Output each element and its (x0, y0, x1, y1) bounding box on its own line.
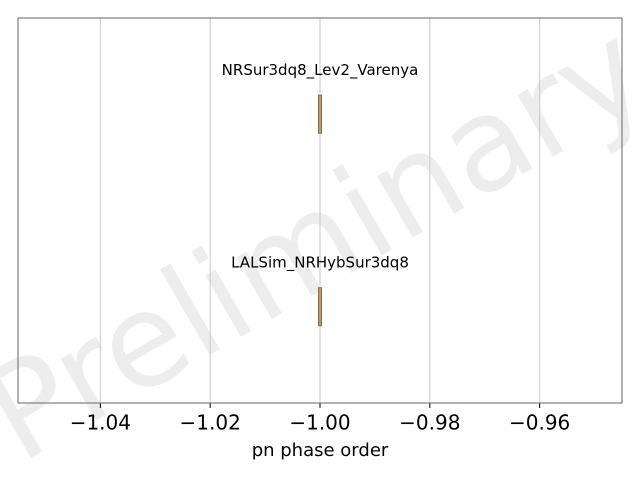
category-label: NRSur3dq8_Lev2_Varenya (222, 61, 419, 80)
axes-frame (17, 17, 623, 404)
x-tick-label: −1.04 (70, 411, 131, 435)
box (318, 287, 322, 327)
x-tick-label: −0.96 (509, 411, 570, 435)
box (318, 94, 322, 134)
x-axis-label: pn phase order (252, 440, 389, 461)
x-tick-label: −0.98 (399, 411, 460, 435)
category-label: LALSim_NRHybSur3dq8 (231, 253, 409, 272)
x-tick-label: −1.00 (289, 411, 350, 435)
x-tick-label: −1.02 (180, 411, 241, 435)
